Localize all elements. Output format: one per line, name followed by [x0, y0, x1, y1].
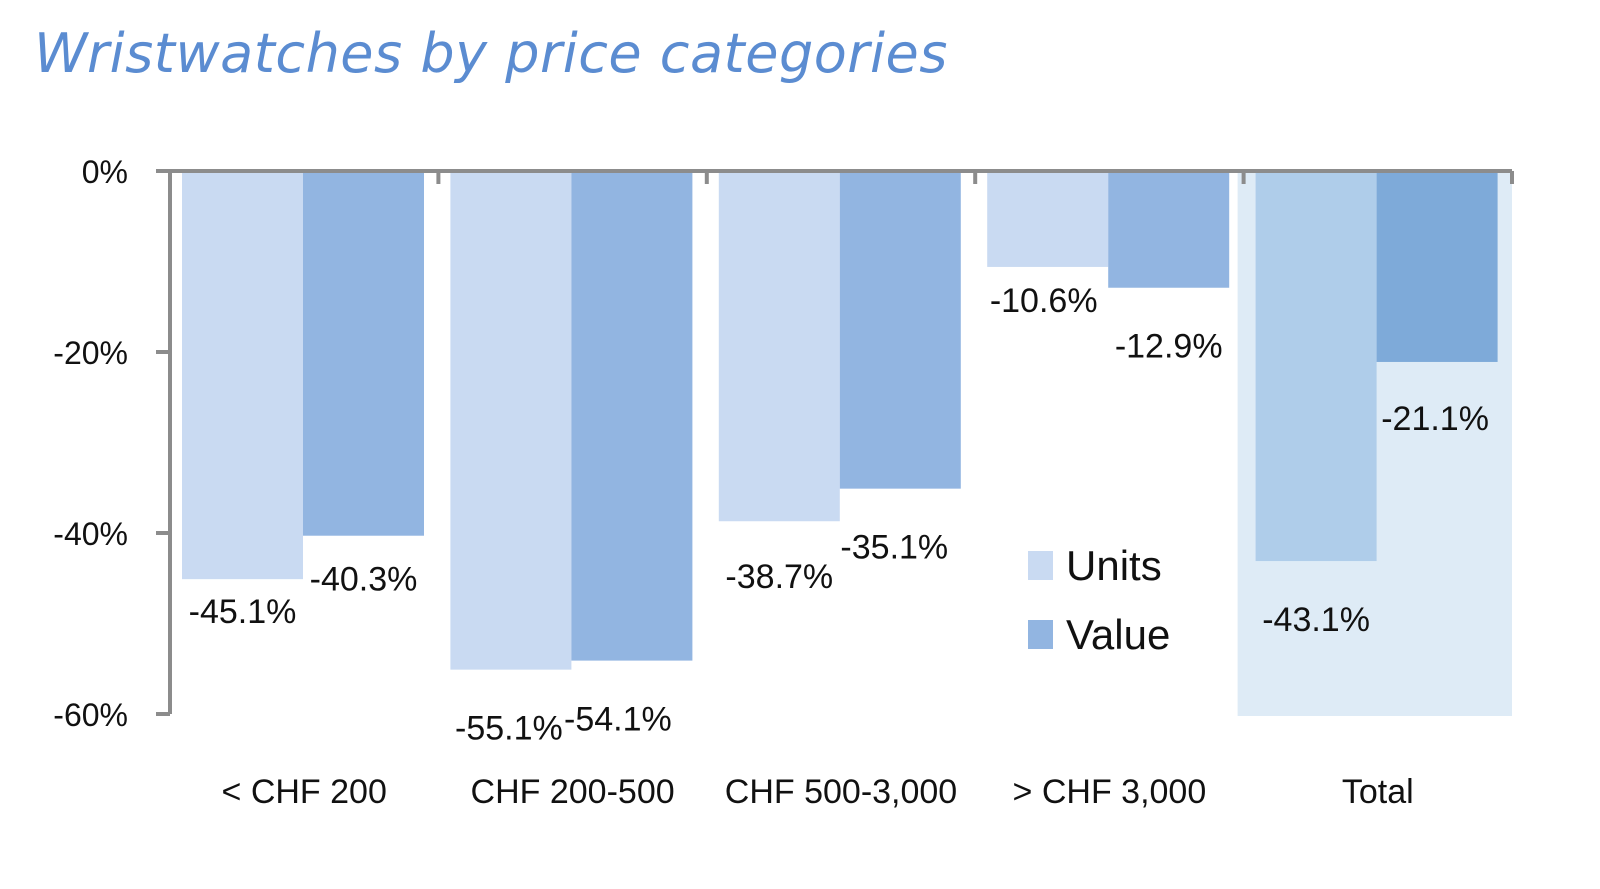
data-label-units-2: -38.7% — [725, 558, 833, 596]
data-label-value-2: -35.1% — [840, 529, 948, 567]
axes-layer: 0% -20% -40% -60% < CHF 200 CHF 200-500 CHF 50… — [53, 154, 1514, 811]
y-tick-label-0: 0% — [82, 154, 128, 190]
data-label-units-4: -43.1% — [1262, 601, 1370, 639]
y-tick-label-2: -40% — [53, 516, 128, 552]
bar-units-3 — [987, 171, 1109, 267]
category-label-0: < CHF 200 — [222, 773, 387, 811]
data-label-value-0: -40.3% — [310, 561, 418, 599]
data-label-value-4: -21.1% — [1381, 400, 1489, 438]
data-label-value-3: -12.9% — [1115, 328, 1223, 366]
category-label-2: CHF 500-3,000 — [725, 773, 957, 811]
bars-layer — [182, 171, 1498, 670]
y-tick-label-3: -60% — [53, 697, 128, 733]
legend-label-value: Value — [1066, 611, 1170, 658]
y-tick-label-1: -20% — [53, 335, 128, 371]
bar-units-2 — [718, 171, 840, 522]
category-label-1: CHF 200-500 — [471, 773, 675, 811]
legend-swatch-value — [1028, 620, 1053, 649]
data-label-units-1: -55.1% — [455, 710, 563, 748]
data-label-units-0: -45.1% — [189, 593, 297, 631]
legend: Units Value — [1028, 542, 1170, 658]
bar-value-0 — [303, 171, 424, 536]
bar-units-4 — [1255, 171, 1377, 562]
category-label-3: > CHF 3,000 — [1013, 773, 1207, 811]
bar-value-3 — [1108, 171, 1230, 288]
bar-value-1 — [571, 171, 693, 661]
data-label-value-1: -54.1% — [564, 701, 672, 739]
bar-value-2 — [839, 171, 961, 489]
legend-label-units: Units — [1066, 542, 1162, 589]
data-label-units-3: -10.6% — [990, 282, 1098, 320]
bar-units-1 — [450, 171, 572, 670]
category-label-4: Total — [1342, 773, 1414, 811]
labels-layer: -45.1% -55.1% -38.7% -10.6% -43.1% -40.3% -54.… — [189, 282, 1489, 748]
chart-title: Wristwatches by price categories — [34, 22, 948, 85]
legend-swatch-units — [1028, 551, 1053, 580]
bar-units-0 — [182, 171, 303, 580]
bar-value-4 — [1376, 171, 1498, 362]
